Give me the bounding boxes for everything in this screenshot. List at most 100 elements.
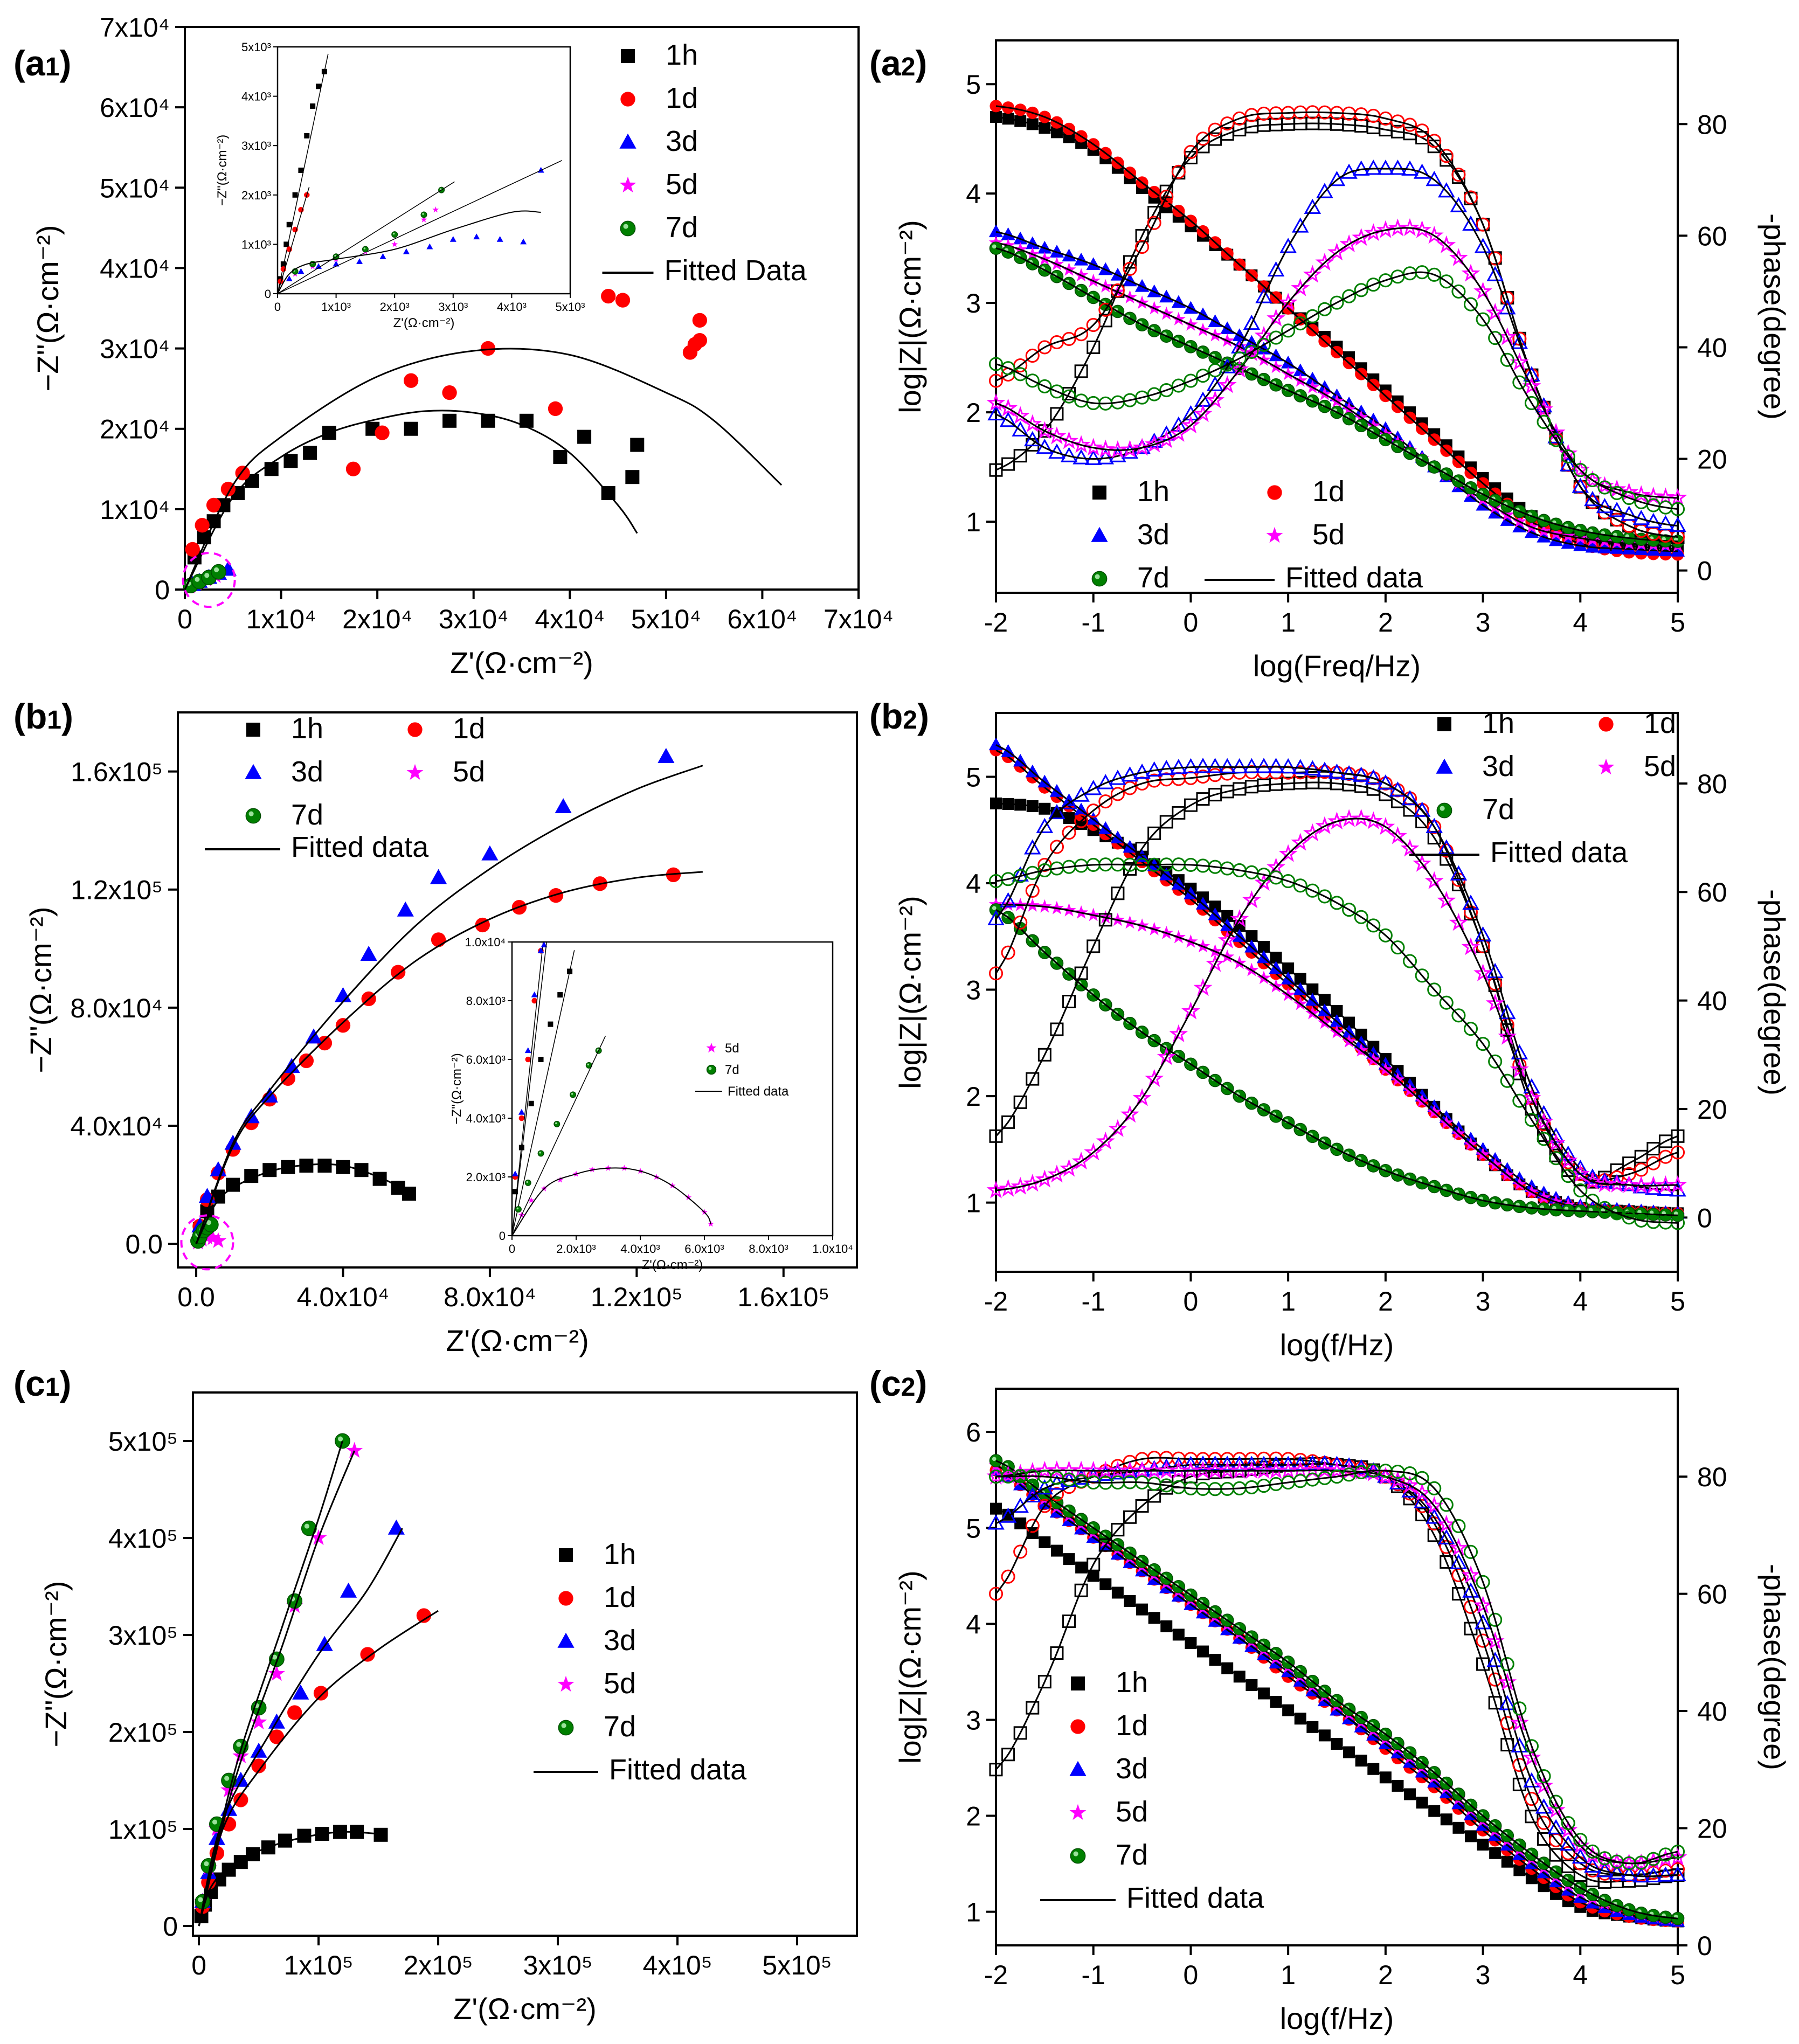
phase-point-triangle [1073, 786, 1090, 802]
phase-point-star [1193, 404, 1213, 422]
modulus-point-triangle [1597, 541, 1612, 553]
modulus-point-square [990, 111, 1002, 123]
phase-point-ball [1342, 903, 1357, 917]
inset-y-tick-label: 3x10³ [241, 139, 271, 153]
phase-point-ball [1463, 297, 1478, 311]
phase-point-square [1074, 364, 1088, 378]
data-point-7d-highlight [206, 1220, 211, 1225]
data-point-1h [303, 446, 317, 460]
data-point-7d-highlight [272, 1654, 278, 1660]
legend-marker-7d-highlight [1095, 574, 1100, 579]
inset-point-7d-highlight [555, 1122, 557, 1125]
phase-point-star [1510, 1059, 1529, 1078]
phase-point-star [1267, 857, 1285, 876]
y-tick-label: 4 [966, 179, 981, 209]
inset-point-3d [520, 238, 527, 245]
phase-point-ball [1317, 889, 1332, 904]
inset-y-tick-label: 0 [499, 1229, 506, 1243]
phase-point-triangle [1486, 962, 1504, 979]
y-axis-label: −Z''(Ω·cm⁻²) [39, 1581, 73, 1748]
legend-label-1h: 1h [1116, 1666, 1148, 1699]
inset-point-7d-highlight [363, 247, 366, 250]
x-tick-label: 2 [1378, 1286, 1393, 1317]
data-point-3d [397, 901, 414, 917]
y-tick-label: 5x10⁴ [100, 173, 170, 203]
legend-marker-1d [407, 722, 423, 737]
phase-point-circle [1463, 905, 1478, 920]
legend-label-7d: 7d [1116, 1839, 1148, 1871]
inset-point-7d [420, 211, 427, 218]
y2-tick-label: 40 [1697, 1696, 1727, 1727]
y-tick-label: 3 [966, 975, 981, 1006]
phase-point-star [1242, 890, 1261, 909]
data-point-3d [334, 987, 352, 1002]
data-point-3d [430, 869, 447, 884]
phase-point-ball [1342, 289, 1357, 303]
y-tick-label: 5 [966, 763, 981, 793]
fit-curve-fitted-1d [184, 348, 783, 590]
x-tick-label: 5 [1670, 607, 1685, 638]
plot-frame [192, 1391, 858, 1937]
y2-tick-label: 0 [1697, 1931, 1712, 1961]
phase-point-ball [1208, 363, 1222, 378]
panel-label-prefix: (c [13, 1363, 45, 1403]
phase-point-square [1634, 1149, 1648, 1163]
phase-point-ball [1415, 968, 1429, 983]
data-point-1h [317, 1158, 332, 1173]
inset-y-tick-label: 8.0x10³ [466, 994, 506, 1008]
phase-point-triangle [1304, 1455, 1321, 1471]
phase-point-circle [1110, 1459, 1125, 1473]
phase-point-triangle [1279, 238, 1297, 253]
phase-point-ball [1195, 369, 1210, 383]
phase-point-star [1559, 1820, 1578, 1839]
zoom-highlight-circle [182, 552, 236, 608]
y-tick-label: 1x10⁴ [100, 495, 170, 525]
x-tick-label: -2 [984, 1286, 1008, 1317]
x-axis-label: log(f/Hz) [1280, 1328, 1394, 1362]
data-point-7d-highlight [212, 1819, 218, 1825]
x-tick-label: 1x10⁵ [284, 1950, 354, 1980]
phase-point-star [1364, 223, 1383, 241]
y2-tick-label: 60 [1697, 1579, 1727, 1610]
phase-point-triangle [1547, 1819, 1565, 1834]
phase-point-square [1135, 842, 1149, 856]
inset-point-7d [362, 246, 369, 253]
phase-point-star [1413, 1483, 1431, 1501]
y-tick-label: 2x10⁴ [100, 414, 170, 445]
modulus-point-ball-highlight [992, 1457, 997, 1461]
phase-point-ball [1159, 383, 1174, 398]
panel-label-sub: 2 [901, 53, 916, 81]
legend-label-1h: 1h [666, 39, 698, 71]
x-tick-label: 6x10⁴ [727, 604, 797, 634]
phase-point-ball [1281, 323, 1296, 338]
y-axis-label: log|Z|(Ω·cm⁻²) [893, 1570, 927, 1764]
phase-point-square [1037, 1048, 1051, 1062]
phase-point-ball [1524, 1739, 1539, 1754]
legend-label-3d: 3d [1116, 1752, 1148, 1785]
phase-point-ball [1184, 373, 1198, 388]
phase-point-triangle [999, 892, 1017, 907]
data-point-1d [442, 385, 457, 400]
y-axis-label: log|Z|(Ω·cm⁻²) [893, 220, 927, 413]
plot-area-a2 [986, 100, 1687, 561]
x-tick-label: -1 [1081, 1960, 1105, 1990]
phase-point-star [1108, 1119, 1127, 1137]
modulus-point-triangle [1062, 248, 1076, 262]
phase-point-ball [1622, 490, 1636, 505]
modulus-point-triangle [1098, 262, 1113, 275]
modulus-point-triangle [1573, 538, 1588, 551]
phase-point-triangle [1243, 758, 1261, 773]
phase-point-star [1668, 1175, 1687, 1193]
phase-point-ball [1378, 928, 1393, 943]
phase-point-circle [1123, 781, 1137, 795]
y2-tick-label: 0 [1697, 1203, 1712, 1233]
phase-point-ball [1025, 373, 1040, 388]
inset-point-3d [518, 1108, 525, 1115]
inset-x-tick-label: 6.0x10³ [684, 1242, 724, 1256]
inset-point-3d [315, 263, 322, 269]
phase-point-ball [1415, 1471, 1429, 1485]
panel-label: (c2) [869, 1363, 927, 1403]
legend-marker-5d [406, 764, 424, 780]
panel-label-prefix: (b [13, 696, 47, 736]
data-point-3d [292, 1684, 309, 1700]
